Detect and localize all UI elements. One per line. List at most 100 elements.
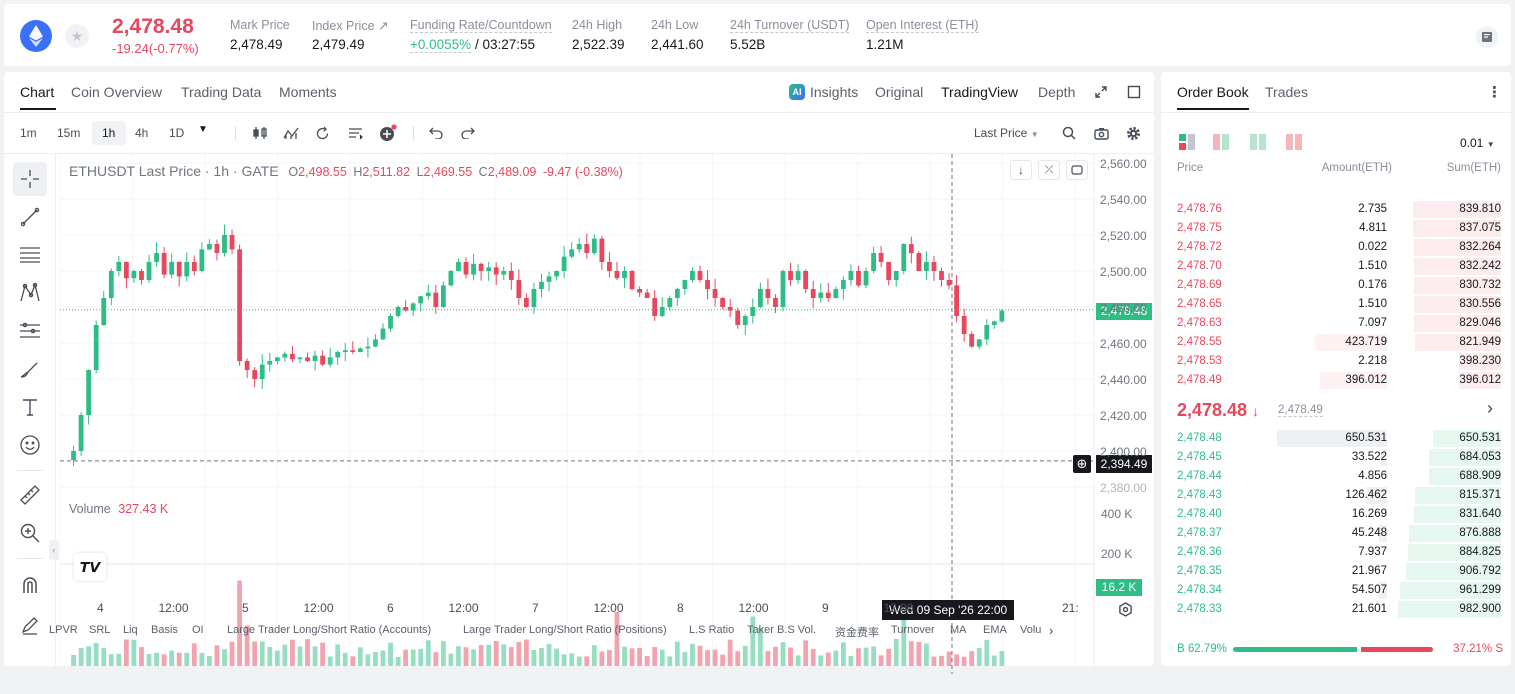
- funding-countdown: / 03:27:55: [474, 37, 536, 52]
- pencil-lock-tool-icon[interactable]: [13, 608, 47, 642]
- projection-tool-icon[interactable]: [13, 314, 47, 348]
- timeframe-15m[interactable]: 15m: [57, 126, 81, 140]
- indicator-item[interactable]: OI: [192, 624, 204, 636]
- indicator-item[interactable]: L.S Ratio: [689, 624, 735, 636]
- bid-row[interactable]: 2,478.43 126.462 815.371: [1161, 486, 1511, 505]
- indicator-item[interactable]: Large Trader Long/Short Ratio (Positions…: [463, 624, 667, 636]
- ask-row[interactable]: 2,478.63 7.097 829.046: [1161, 314, 1511, 333]
- window-icon[interactable]: [1125, 83, 1143, 101]
- indicator-item[interactable]: MA: [950, 624, 967, 636]
- bid-row[interactable]: 2,478.37 45.248 876.888: [1161, 524, 1511, 543]
- timeframe-1h[interactable]: 1h: [102, 126, 116, 140]
- mid-price[interactable]: 2,478.48 ↓: [1177, 400, 1259, 421]
- notes-icon[interactable]: [1476, 26, 1498, 48]
- layout-asks-icon[interactable]: [1286, 134, 1302, 155]
- layout-bids-icon[interactable]: [1250, 134, 1266, 155]
- ask-row[interactable]: 2,478.76 2.735 839.810: [1161, 200, 1511, 219]
- bid-row[interactable]: 2,478.36 7.937 884.825: [1161, 543, 1511, 562]
- bid-row[interactable]: 2,478.40 16.269 831.640: [1161, 505, 1511, 524]
- collapse-arrows-icon[interactable]: ⤫: [1038, 160, 1060, 180]
- timeframe-1h-bg[interactable]: [92, 121, 126, 145]
- compare-icon[interactable]: [313, 124, 331, 142]
- zoom-in-tool-icon[interactable]: [13, 516, 47, 550]
- add-price-line-icon[interactable]: ⊕: [1073, 455, 1091, 473]
- indicator-item[interactable]: Liq: [123, 624, 138, 636]
- magnet-tool-icon[interactable]: [13, 568, 47, 602]
- indicators-icon[interactable]: [282, 124, 300, 142]
- emoji-tool-icon[interactable]: [13, 428, 47, 462]
- price-source-select[interactable]: Last Price ▼: [974, 126, 1039, 140]
- depth-bar: [1415, 487, 1501, 504]
- price-chart[interactable]: [60, 154, 1154, 694]
- tab-trading-data[interactable]: Trading Data: [181, 84, 262, 100]
- indicator-item[interactable]: Taker B.S Vol.: [747, 624, 817, 636]
- timeframe-4h[interactable]: 4h: [135, 126, 149, 140]
- ask-row[interactable]: 2,478.53 2.218 398.230: [1161, 352, 1511, 371]
- ask-row[interactable]: 2,478.55 423.719 821.949: [1161, 333, 1511, 352]
- indicator-item[interactable]: Volu: [1020, 624, 1042, 636]
- ruler-tool-icon[interactable]: [13, 478, 47, 512]
- axis-settings-icon[interactable]: [1116, 600, 1134, 618]
- add-alert-icon[interactable]: [378, 123, 398, 143]
- tab-trades[interactable]: Trades: [1265, 84, 1309, 100]
- crosshair-tool-icon[interactable]: [13, 162, 47, 196]
- chevron-right-icon[interactable]: ›: [1487, 398, 1493, 418]
- bid-row[interactable]: 2,478.33 21.601 982.900: [1161, 600, 1511, 619]
- indicator-item[interactable]: Turnover: [891, 624, 935, 636]
- favorite-star-icon[interactable]: ★: [65, 24, 89, 48]
- indicator-item[interactable]: SRL: [89, 624, 111, 636]
- indicator-item[interactable]: Basis: [151, 624, 178, 636]
- trend-line-tool-icon[interactable]: [13, 200, 47, 234]
- tab-order-book[interactable]: Order Book: [1177, 84, 1249, 100]
- bid-row[interactable]: 2,478.45 33.522 684.053: [1161, 448, 1511, 467]
- bid-row[interactable]: 2,478.48 650.531 650.531: [1161, 429, 1511, 448]
- candle-type-icon[interactable]: [251, 124, 269, 142]
- bid-row[interactable]: 2,478.34 54.507 961.299: [1161, 581, 1511, 600]
- fib-tool-icon[interactable]: [13, 238, 47, 272]
- arrow-down-icon[interactable]: ↓: [1010, 160, 1032, 180]
- templates-icon[interactable]: [346, 124, 364, 142]
- timeframe-1d[interactable]: 1D: [169, 126, 185, 140]
- chevron-right-icon[interactable]: ›: [1049, 623, 1054, 638]
- index-price-label[interactable]: Index Price ↗: [312, 18, 389, 33]
- layout-both-icon[interactable]: [1179, 134, 1195, 155]
- layout-bids-asks-icon[interactable]: [1213, 134, 1229, 155]
- legend-open: 2,498.55: [298, 165, 347, 179]
- ask-row[interactable]: 2,478.70 1.510 832.242: [1161, 257, 1511, 276]
- volume-bar: [931, 656, 937, 666]
- timeframe-1m[interactable]: 1m: [20, 126, 37, 140]
- tab-original[interactable]: Original: [875, 84, 924, 100]
- more-menu-icon[interactable]: ⋮: [1487, 84, 1502, 101]
- tab-tradingview[interactable]: TradingView: [941, 84, 1019, 100]
- pattern-tool-icon[interactable]: [13, 276, 47, 310]
- indicator-item[interactable]: EMA: [983, 624, 1007, 636]
- collapse-toolbar-icon[interactable]: ‹: [49, 540, 59, 560]
- tab-depth[interactable]: Depth: [1038, 84, 1076, 100]
- undo-icon[interactable]: [427, 124, 445, 142]
- text-tool-icon[interactable]: [13, 390, 47, 424]
- ask-row[interactable]: 2,478.49 396.012 396.012: [1161, 371, 1511, 390]
- ask-row[interactable]: 2,478.72 0.022 832.264: [1161, 238, 1511, 257]
- indicator-item[interactable]: Large Trader Long/Short Ratio (Accounts): [227, 624, 432, 636]
- indicator-item[interactable]: LPVR: [49, 624, 78, 636]
- refresh-icon[interactable]: [1066, 160, 1088, 180]
- timeframe-dropdown-icon[interactable]: ▼: [198, 124, 208, 135]
- tab-coin-overview[interactable]: Coin Overview: [71, 84, 163, 100]
- ask-row[interactable]: 2,478.75 4.811 837.075: [1161, 219, 1511, 238]
- bid-row[interactable]: 2,478.35 21.967 906.792: [1161, 562, 1511, 581]
- ask-row[interactable]: 2,478.65 1.510 830.556: [1161, 295, 1511, 314]
- tab-insights[interactable]: Insights: [810, 84, 859, 100]
- precision-select[interactable]: 0.01 ▼: [1460, 136, 1495, 150]
- settings-gear-icon[interactable]: [1124, 124, 1142, 142]
- tab-moments[interactable]: Moments: [279, 84, 337, 100]
- search-icon[interactable]: [1060, 124, 1078, 142]
- redo-icon[interactable]: [458, 124, 476, 142]
- bid-row[interactable]: 2,478.44 4.856 688.909: [1161, 467, 1511, 486]
- brush-tool-icon[interactable]: [13, 352, 47, 386]
- tab-chart[interactable]: Chart: [20, 84, 55, 100]
- indicator-item[interactable]: 资金费率: [835, 627, 879, 639]
- ask-row[interactable]: 2,478.69 0.176 830.732: [1161, 276, 1511, 295]
- expand-icon[interactable]: [1092, 83, 1110, 101]
- camera-icon[interactable]: [1092, 124, 1110, 142]
- price-axis-tick: 2,440.00: [1100, 373, 1147, 387]
